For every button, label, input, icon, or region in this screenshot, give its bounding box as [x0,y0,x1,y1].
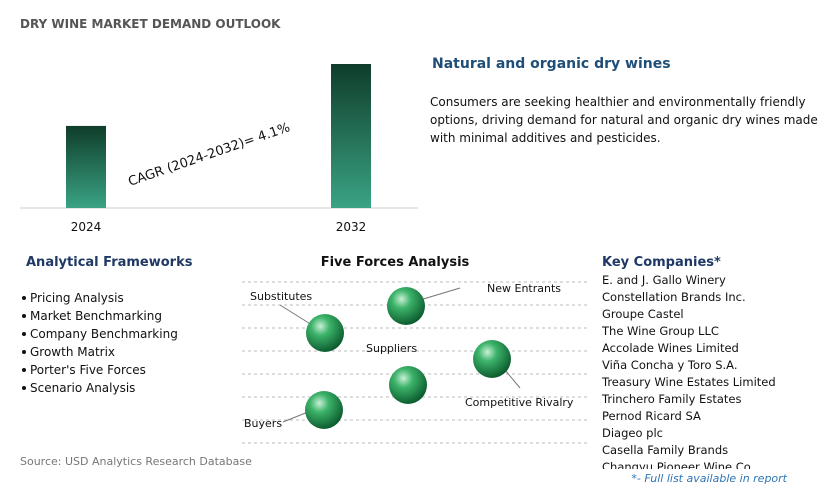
company-item: Viña Concha y Toro S.A. [602,358,737,372]
force-label: New Entrants [487,282,561,295]
bullet [22,296,26,300]
bullet [22,368,26,372]
company-item: Changyu Pioneer Wine Co. [602,460,754,474]
bar [66,125,106,208]
force-label: Competitive Rivalry [465,396,574,409]
framework-item: Scenario Analysis [30,381,135,395]
framework-item: Company Benchmarking [30,327,178,341]
x-tick-label: 2024 [71,220,102,234]
highlight-title: Natural and organic dry wines [432,56,671,72]
force-label: Buyers [244,417,282,430]
company-item: Diageo plc [602,426,663,440]
bullet [22,314,26,318]
company-item: Groupe Castel [602,307,684,321]
bullet [22,350,26,354]
framework-item: Market Benchmarking [30,309,162,323]
connectors [279,287,521,423]
framework-item: Growth Matrix [30,345,115,359]
bullet [22,386,26,390]
company-item: Constellation Brands Inc. [602,290,746,304]
framework-item: Porter's Five Forces [30,363,146,377]
company-item: Casella Family Brands [602,443,728,457]
company-item: E. and J. Gallo Winery [602,273,726,287]
frameworks-title: Analytical Frameworks [26,255,193,270]
page-title: DRY WINE MARKET DEMAND OUTLOOK [20,17,281,31]
five-forces-diagram: Substitutes New Entrants Suppliers Competit… [242,281,590,444]
company-item: Pernod Ricard SA [602,409,701,423]
cagr-annotation: CAGR (2024-2032)= 4.1% [126,120,292,190]
bar [331,64,371,208]
x-tick-label: 2032 [336,220,367,234]
spheres [305,287,511,429]
five-forces-title: Five Forces Analysis [321,255,470,270]
company-list: E. and J. Gallo Winery Constellation Bran… [601,273,776,474]
force-label: Suppliers [366,342,417,355]
company-item: Treasury Wine Estates Limited [601,375,776,389]
highlight-text: Consumers are seeking healthier and envi… [430,95,818,145]
source: Source: USD Analytics Research Database [20,455,252,468]
highlight-box: Consumers are seeking healthier and envi… [430,95,818,145]
bullet [22,332,26,336]
force-label: Substitutes [250,290,312,303]
company-item: Trinchero Family Estates [601,392,741,406]
company-item: The Wine Group LLC [601,324,719,338]
framework-item: Pricing Analysis [30,291,124,305]
companies-title: Key Companies* [602,255,721,270]
company-item: Accolade Wines Limited [602,341,739,355]
companies-note: *- Full list available in report [631,472,787,485]
